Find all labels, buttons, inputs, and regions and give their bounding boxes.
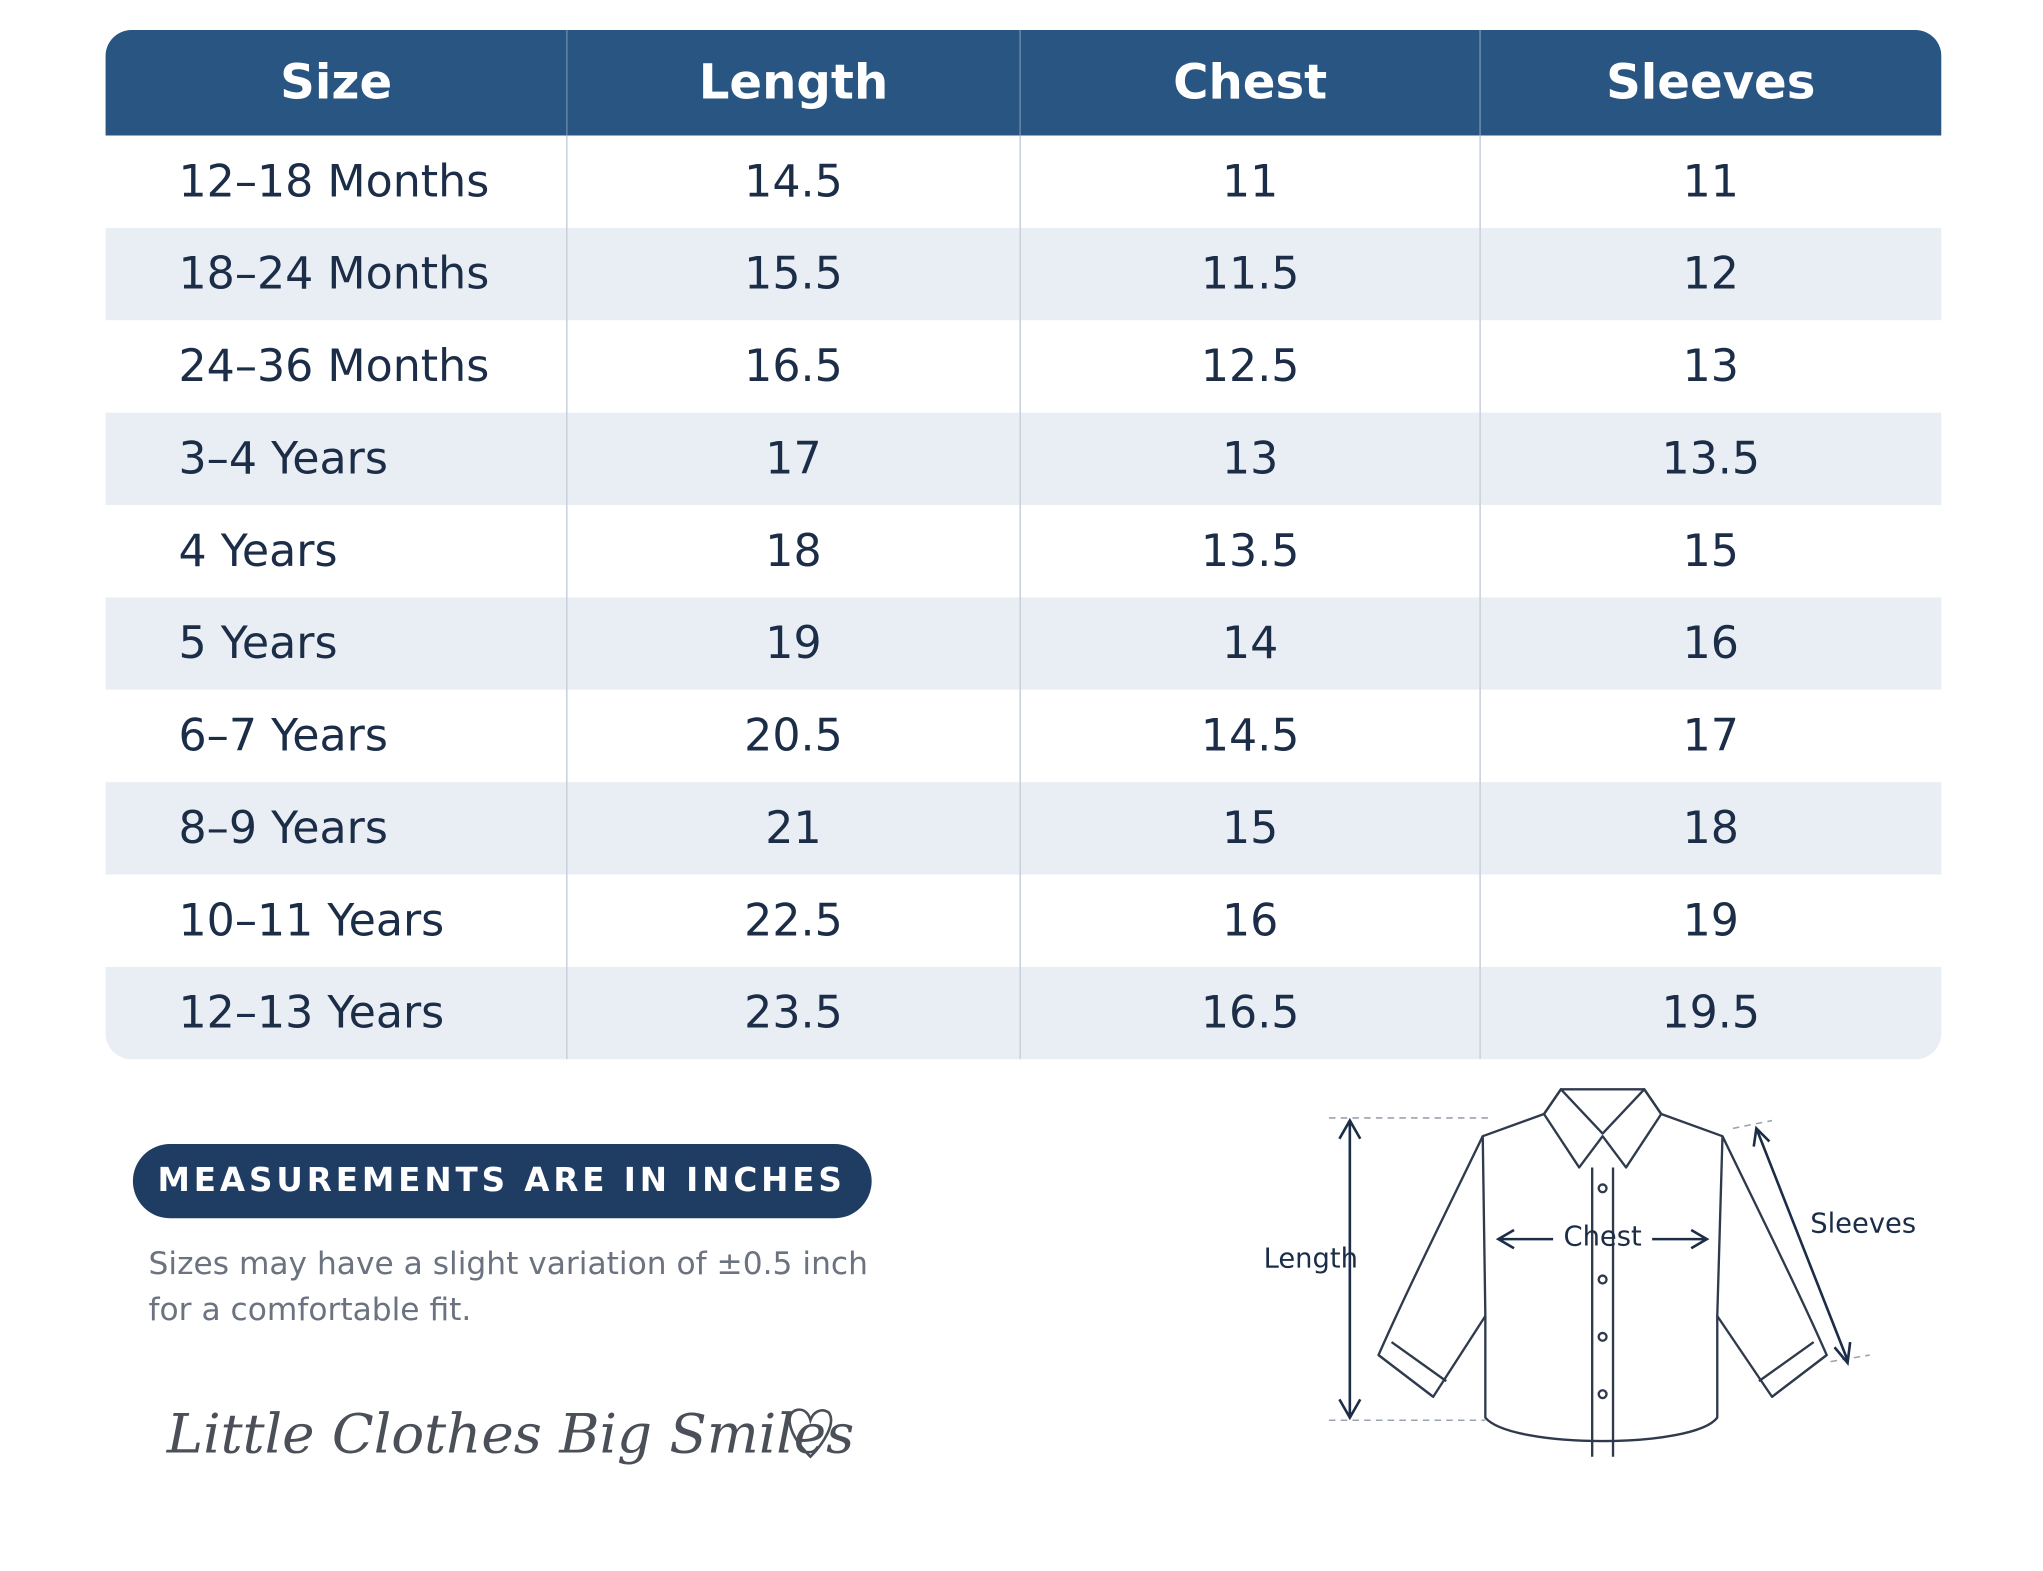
chest-label: Chest xyxy=(1563,1221,1642,1252)
measurement-cell: 13.5 xyxy=(1661,433,1760,484)
measurement-cell: 19 xyxy=(765,618,821,669)
measurement-cell: 12.5 xyxy=(1201,341,1300,392)
size-cell: 12–13 Years xyxy=(179,988,445,1039)
size-cell: 8–9 Years xyxy=(179,803,388,854)
measurement-cell: 15.5 xyxy=(744,249,843,300)
measurement-cell: 16.5 xyxy=(744,341,843,392)
badge-text: MEASUREMENTS ARE IN INCHES xyxy=(157,1161,845,1199)
column-header: Sleeves xyxy=(1606,54,1815,110)
measurement-cell: 11 xyxy=(1683,156,1739,207)
measurement-cell: 14.5 xyxy=(1201,711,1300,762)
measurement-cell: 15 xyxy=(1683,526,1739,577)
sleeves-label: Sleeves xyxy=(1810,1208,1916,1239)
table-row xyxy=(105,689,1942,783)
measurement-cell: 18 xyxy=(765,526,821,577)
measurement-cell: 21 xyxy=(765,803,821,854)
tagline: Little Clothes Big Smiles xyxy=(166,1401,854,1465)
table-row xyxy=(105,782,1942,875)
size-cell: 10–11 Years xyxy=(179,895,445,946)
measurement-cell: 17 xyxy=(765,433,821,484)
size-cell: 24–36 Months xyxy=(179,341,490,392)
measurement-cell: 11.5 xyxy=(1201,249,1300,300)
size-cell: 6–7 Years xyxy=(179,711,388,762)
measurement-cell: 16.5 xyxy=(1201,988,1300,1039)
column-header: Size xyxy=(280,54,392,110)
note-line: Sizes may have a slight variation of ±0.… xyxy=(149,1246,868,1282)
shirt-diagram: Length Chest Sleeves xyxy=(1264,1088,1916,1457)
column-header: Length xyxy=(699,54,889,110)
measurement-cell: 16 xyxy=(1683,618,1739,669)
measurement-cell: 14.5 xyxy=(744,156,843,207)
size-table: Size Length Chest Sleeves 12–18 Months 14.5 11… xyxy=(105,29,1942,1060)
measurement-cell: 13 xyxy=(1222,433,1278,484)
measurement-cell: 17 xyxy=(1683,711,1739,762)
measurement-cell: 13 xyxy=(1683,341,1739,392)
column-header: Chest xyxy=(1173,54,1327,110)
size-cell: 18–24 Months xyxy=(179,249,490,300)
measurement-cell: 16 xyxy=(1222,895,1278,946)
measurement-cell: 18 xyxy=(1683,803,1739,854)
measurement-cell: 11 xyxy=(1222,156,1278,207)
table-row xyxy=(105,135,1942,228)
badge xyxy=(132,1144,872,1219)
table-row xyxy=(105,874,1942,967)
size-cell: 12–18 Months xyxy=(179,156,490,207)
measurement-cell: 12 xyxy=(1683,249,1739,300)
measurement-cell: 19 xyxy=(1683,895,1739,946)
length-label: Length xyxy=(1264,1243,1358,1274)
table-row xyxy=(105,320,1942,413)
table-row xyxy=(105,505,1942,598)
size-cell: 3–4 Years xyxy=(179,433,388,484)
measurement-cell: 13.5 xyxy=(1201,526,1300,577)
heart-icon xyxy=(788,1408,833,1459)
measurement-cell: 14 xyxy=(1222,618,1278,669)
table-row xyxy=(105,227,1942,321)
note-line: for a comfortable fit. xyxy=(149,1292,472,1328)
measurement-cell: 23.5 xyxy=(744,988,843,1039)
table-row xyxy=(105,412,1942,506)
measurement-cell: 15 xyxy=(1222,803,1278,854)
measurement-cell: 19.5 xyxy=(1661,988,1760,1039)
header-row xyxy=(105,29,1942,136)
table-row xyxy=(105,597,1942,690)
table-row xyxy=(105,966,1942,1060)
size-cell: 5 Years xyxy=(179,618,338,669)
measurement-cell: 20.5 xyxy=(744,711,843,762)
measurement-cell: 22.5 xyxy=(744,895,843,946)
size-cell: 4 Years xyxy=(179,526,338,577)
